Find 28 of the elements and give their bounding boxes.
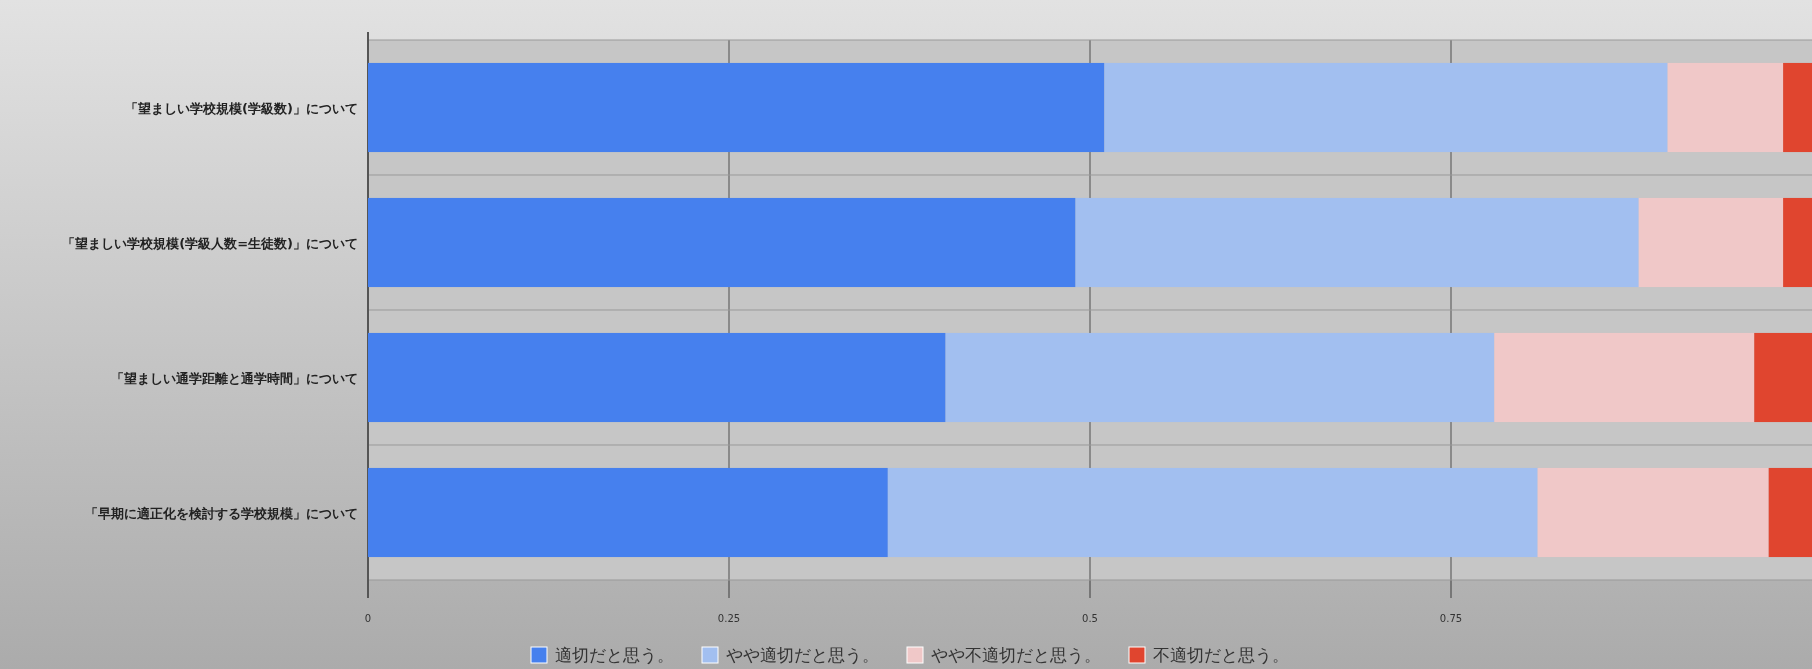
x-tick-label: 0 <box>364 613 372 624</box>
y-tick-label: 「望ましい学校規模(学級数)」について <box>125 100 358 116</box>
y-tick-label: 「望ましい学校規模(学級人数=生徒数)」について <box>62 235 358 251</box>
bar <box>945 332 1495 423</box>
y-tick-label: 「望ましい通学距離と通学時間」について <box>111 370 358 386</box>
legend-label: 不適切だと思う。 <box>1153 645 1289 665</box>
legend-label: 適切だと思う。 <box>555 645 674 665</box>
bar <box>368 467 888 558</box>
bar <box>1494 332 1755 423</box>
bar <box>1783 197 1812 288</box>
bar <box>368 62 1105 153</box>
legend-label: やや適切だと思う。 <box>726 645 879 665</box>
bar <box>1667 62 1784 153</box>
x-tick-label: 0.5 <box>1082 613 1098 624</box>
bar <box>368 332 946 423</box>
bar <box>1783 62 1812 153</box>
x-tick-label: 0.75 <box>1439 613 1463 624</box>
bar <box>887 467 1538 558</box>
bar <box>1638 197 1784 288</box>
x-tick-label: 0.25 <box>717 613 741 624</box>
bar <box>368 197 1076 288</box>
bar <box>1075 197 1639 288</box>
legend-label: やや不適切だと思う。 <box>931 645 1101 665</box>
bar <box>1104 62 1668 153</box>
bar <box>1537 467 1769 558</box>
bar <box>1768 467 1812 558</box>
bar <box>1754 332 1812 423</box>
y-tick-label: 「早期に適正化を検討する学校規模」について <box>85 505 358 521</box>
